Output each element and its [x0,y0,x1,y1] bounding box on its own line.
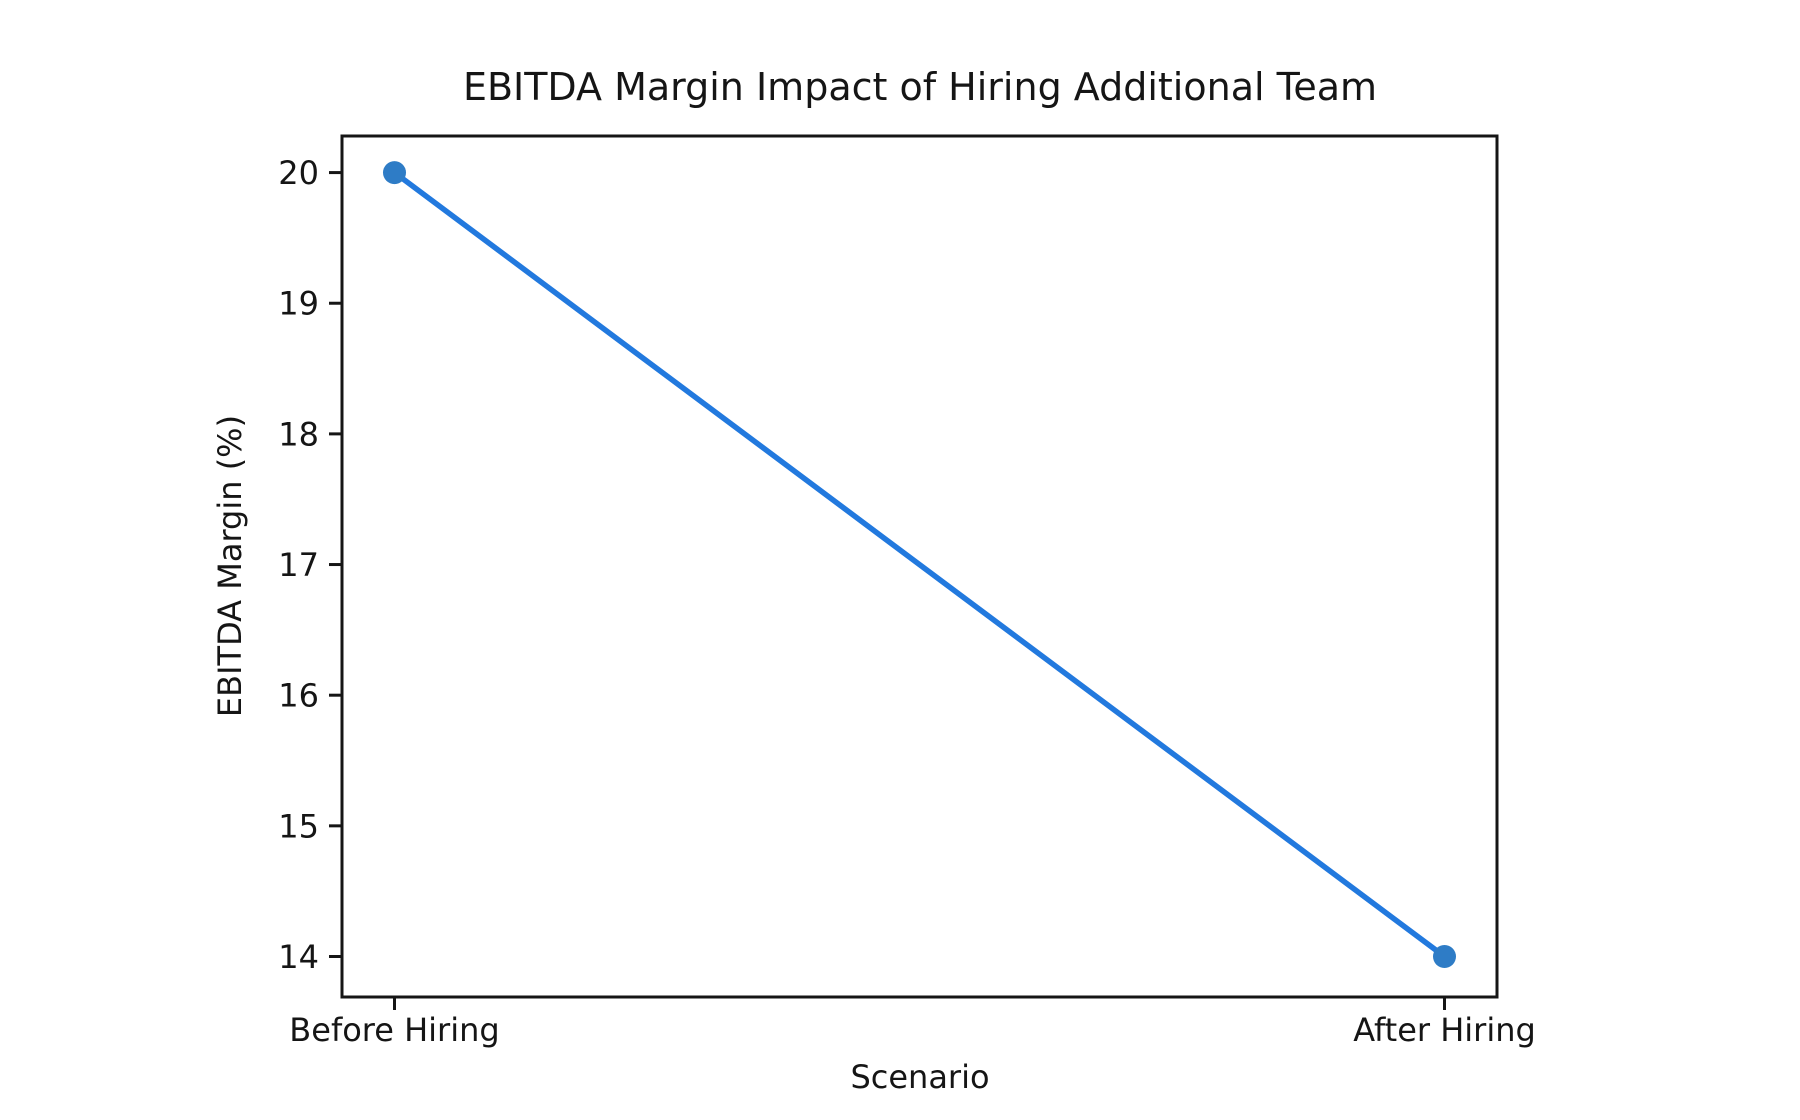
axis-ticks: 14 15 16 17 18 19 20 Before Hiring After Hiring [278,154,1536,1049]
y-tick-label: 19 [278,285,319,323]
plot-area-frame [340,134,1499,999]
y-tick-label: 14 [278,938,319,976]
x-tick-label: After Hiring [1353,1011,1536,1049]
data-point [1433,944,1456,968]
data-point [383,161,406,185]
y-tick-label: 18 [278,415,319,453]
chart-title: EBITDA Margin Impact of Hiring Additiona… [463,65,1377,109]
y-axis-label: EBITDA Margin (%) [211,415,249,717]
series-line [391,169,1448,960]
y-tick-label: 15 [278,807,319,845]
x-axis-label: Scenario [850,1058,989,1096]
y-tick-label: 17 [278,546,319,584]
y-tick-label: 20 [278,154,319,192]
y-tick-label: 16 [278,677,319,715]
x-tick-label: Before Hiring [289,1011,499,1049]
data-series [383,161,1456,968]
